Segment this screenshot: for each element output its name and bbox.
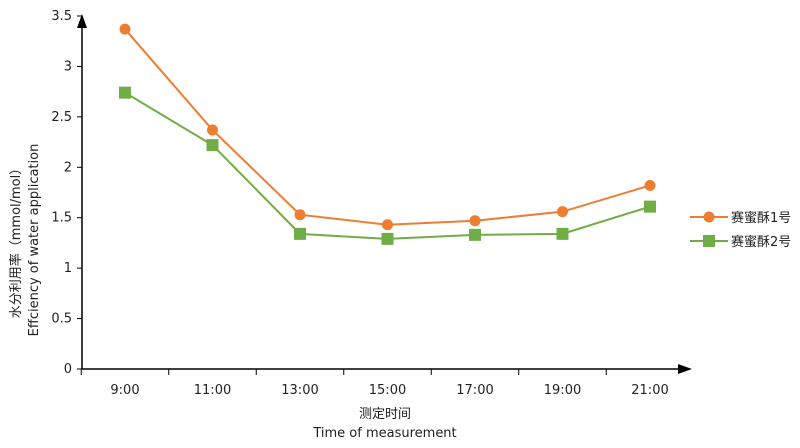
data-point-series-2 — [206, 139, 219, 152]
data-point-series-2 — [294, 227, 306, 240]
x-tick-label: 13:00 — [281, 383, 318, 398]
data-point-series-1 — [207, 124, 218, 136]
y-axis-title-en: Effciency of water application — [27, 144, 42, 337]
legend-marker-2 — [703, 235, 715, 247]
x-axis-title-en: Time of measurement — [312, 426, 456, 441]
y-tick-label: 2 — [64, 160, 72, 175]
data-point-series-2 — [381, 232, 394, 245]
y-tick-label: 0 — [64, 362, 72, 377]
x-tick-label: 19:00 — [544, 383, 581, 398]
y-axis-arrow — [77, 14, 87, 28]
data-point-series-1 — [119, 23, 131, 35]
y-tick-label: 0.5 — [51, 312, 72, 327]
data-point-series-1 — [644, 179, 656, 191]
y-tick-labels: 0 0.5 1 1.5 2 2.5 3 3.5 — [51, 9, 72, 377]
y-tick-label: 3 — [64, 59, 72, 74]
y-axis-title-cn: 水分利用率（mmol/mol） — [8, 162, 24, 319]
x-axis-title-cn: 测定时间 — [359, 407, 411, 422]
x-axis-arrow — [678, 364, 692, 374]
data-point-series-2 — [119, 86, 131, 99]
data-point-series-1 — [382, 219, 393, 231]
x-tick-labels: 9:00 11:00 13:00 15:00 17:00 19:00 21:00 — [110, 383, 668, 398]
y-tick-label: 2.5 — [51, 110, 72, 125]
data-point-series-1 — [294, 209, 306, 221]
x-tick-label: 21:00 — [631, 383, 668, 398]
y-tick-label: 1.5 — [51, 211, 72, 226]
data-point-series-2 — [644, 200, 656, 213]
legend-marker-1 — [703, 211, 715, 223]
data-point-series-2 — [469, 228, 481, 241]
x-tick-label: 11:00 — [194, 383, 231, 398]
series-line-1 — [124, 28, 651, 226]
legend-label-1: 赛蜜酥1号 — [731, 210, 791, 226]
series-line-2 — [124, 91, 651, 240]
x-tick-label: 15:00 — [369, 383, 406, 398]
x-tick-label: 9:00 — [110, 383, 139, 398]
data-point-series-1 — [557, 206, 568, 218]
y-tick-label: 3.5 — [51, 9, 72, 24]
series-layer — [119, 23, 656, 245]
y-tick-label: 1 — [64, 261, 72, 276]
data-point-series-2 — [556, 227, 569, 240]
x-tick-label: 17:00 — [456, 383, 493, 398]
axes — [77, 14, 692, 375]
data-point-series-1 — [469, 215, 481, 227]
legend-label-2: 赛蜜酥2号 — [731, 234, 791, 250]
